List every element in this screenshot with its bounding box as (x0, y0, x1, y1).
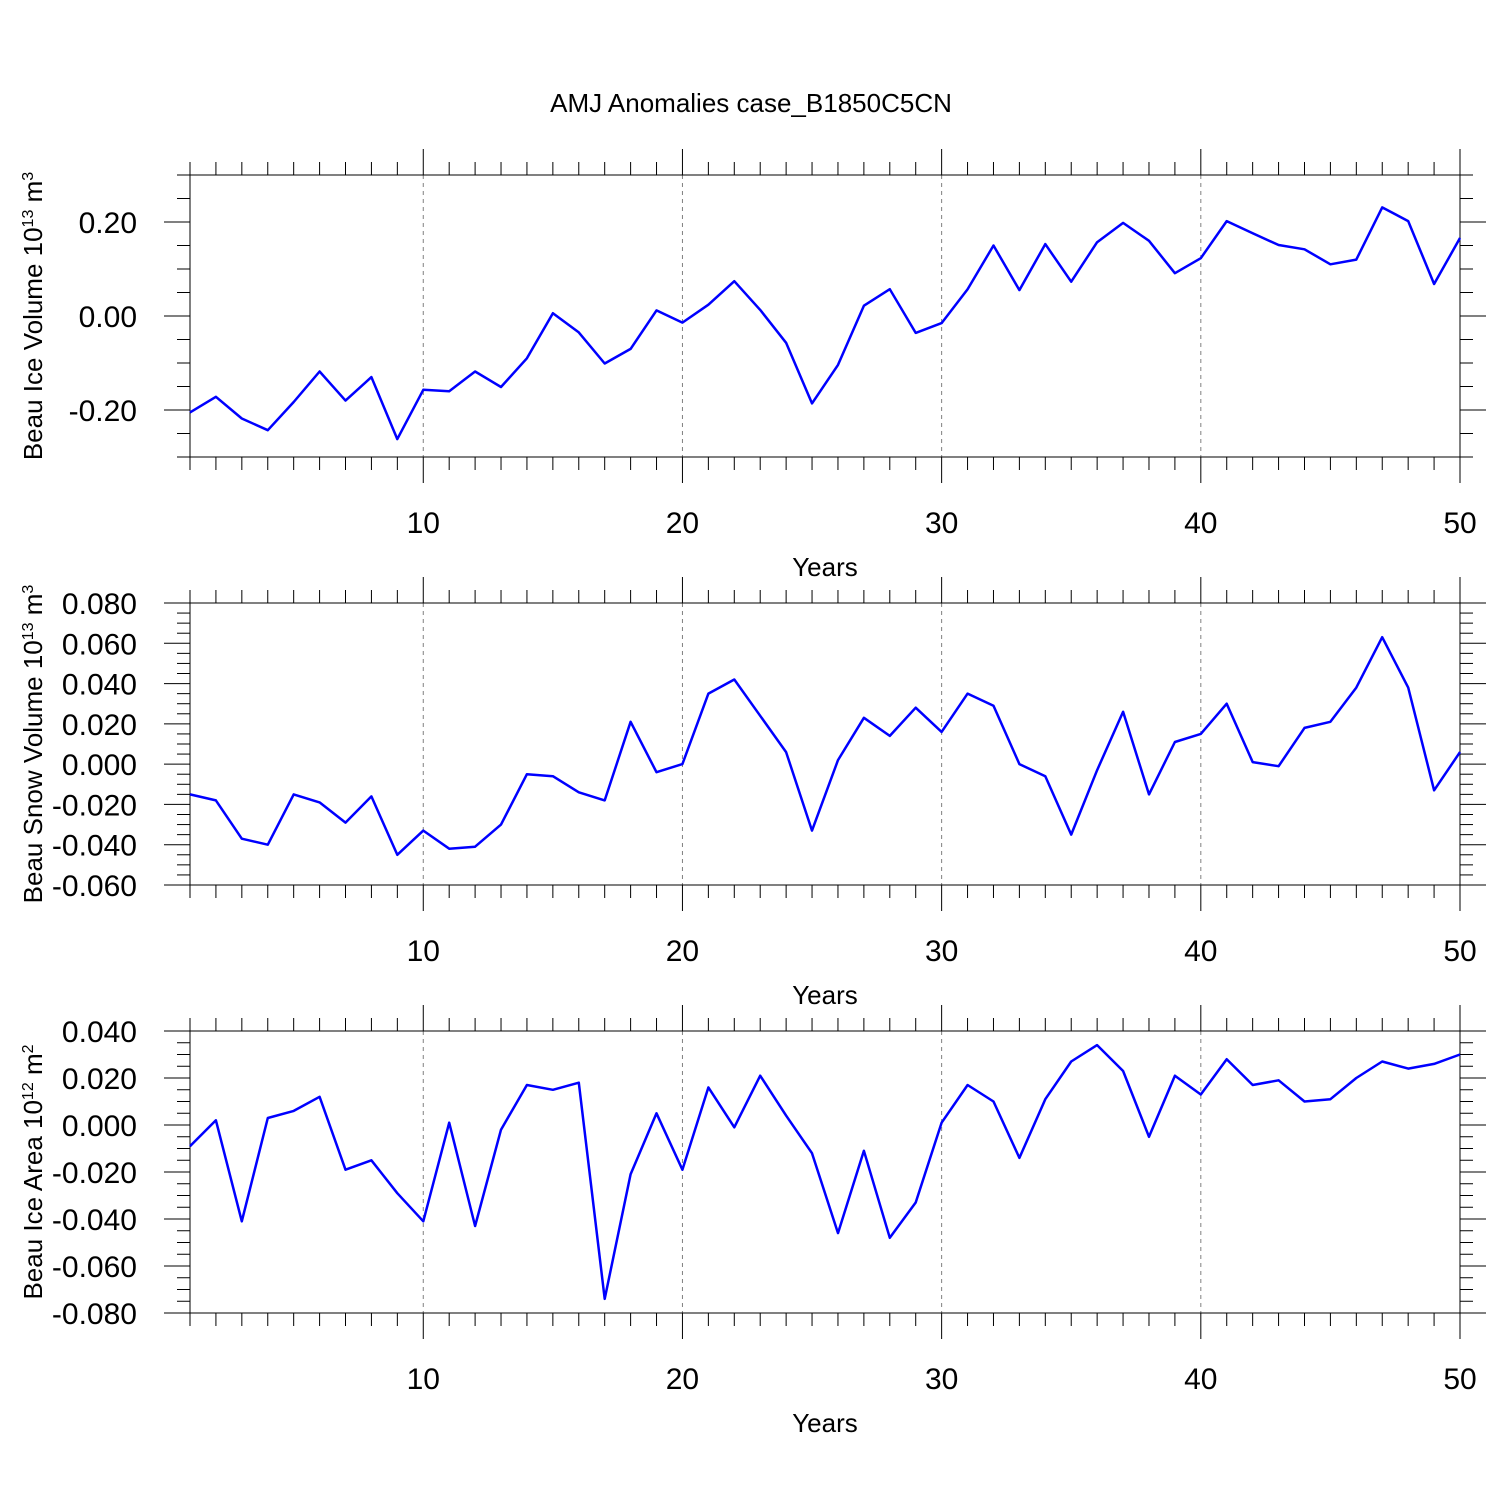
y-tick-label: -0.20 (69, 395, 137, 428)
y-axis-title-part: m (18, 1053, 48, 1082)
x-tick-label: 40 (1184, 935, 1217, 968)
y-axis-title-exponent: 12 (20, 1082, 37, 1100)
x-tick-label: 10 (407, 1363, 440, 1396)
x-tick-label: 40 (1184, 507, 1217, 540)
y-axis-title-part: m (18, 594, 48, 623)
y-tick-label: 0.20 (79, 207, 137, 240)
y-tick-label: 0.040 (62, 669, 137, 702)
x-axis-title: Years (792, 552, 858, 582)
y-tick-label: -0.040 (52, 1204, 137, 1237)
panel-2: 10 20 30 40 50 -0.060 -0.040 -0.020 0.000 0.020 0.… (18, 577, 1486, 1010)
x-tick-label: 50 (1443, 507, 1476, 540)
x-tick-label: 30 (925, 507, 958, 540)
chart-title: AMJ Anomalies case_B1850C5CN (550, 88, 952, 118)
y-axis-title-exponent: 3 (20, 172, 37, 181)
y-axis-title-part: Beau Ice Area 10 (18, 1100, 48, 1299)
panel-3: 10 20 30 40 50 -0.080 -0.060 -0.040 -0.020 0.000 0… (18, 1005, 1486, 1438)
y-axis-title: Beau Snow Volume 1013 m3 (18, 585, 48, 904)
y-axis-title-part: Beau Snow Volume 10 (18, 640, 48, 903)
x-tick-label: 30 (925, 935, 958, 968)
x-tick-label: 20 (666, 1363, 699, 1396)
y-tick-label: -0.060 (52, 870, 137, 903)
y-tick-label: -0.060 (52, 1251, 137, 1284)
y-axis-title: Beau Ice Volume 1013 m3 (18, 172, 48, 460)
y-tick-label: -0.040 (52, 830, 137, 863)
y-axis-title-exponent: 2 (20, 1044, 37, 1053)
series-line (189, 635, 1462, 857)
x-tick-label: 40 (1184, 1363, 1217, 1396)
series-line (189, 206, 1462, 441)
y-tick-label: -0.020 (52, 789, 137, 822)
y-tick-label: 0.000 (62, 749, 137, 782)
y-tick-label: 0.060 (62, 628, 137, 661)
x-tick-label: 10 (407, 507, 440, 540)
y-axis-title-part: m (18, 181, 48, 210)
x-tick-label: 20 (666, 935, 699, 968)
x-axis-title: Years (792, 1408, 858, 1438)
panels: 10 20 30 40 50 -0.20 0.00 0.20 Years Beau Ice Vol… (18, 149, 1486, 1438)
y-tick-label: 0.000 (62, 1110, 137, 1143)
plot-frame (189, 174, 1461, 458)
panel-1: 10 20 30 40 50 -0.20 0.00 0.20 Years Beau Ice Vol… (18, 149, 1486, 582)
y-axis-title-part: Beau Ice Volume 10 (18, 227, 48, 460)
y-tick-label: 0.00 (79, 301, 137, 334)
y-tick-label: 0.040 (62, 1016, 137, 1049)
series-line (189, 1043, 1461, 1301)
x-tick-label: 50 (1443, 935, 1476, 968)
x-tick-label: 30 (925, 1363, 958, 1396)
y-tick-label: 0.020 (62, 709, 137, 742)
y-axis-title-exponent: 13 (20, 210, 37, 228)
y-tick-label: 0.020 (62, 1063, 137, 1096)
x-tick-label: 10 (407, 935, 440, 968)
y-tick-label: 0.080 (62, 588, 137, 621)
x-tick-label: 20 (666, 507, 699, 540)
x-tick-label: 50 (1443, 1363, 1476, 1396)
y-axis-title-exponent: 13 (20, 622, 37, 640)
y-axis-title: Beau Ice Area 1012 m2 (18, 1044, 48, 1299)
y-axis-title-exponent: 3 (20, 585, 37, 594)
y-tick-label: -0.080 (52, 1298, 137, 1331)
y-tick-label: -0.020 (52, 1157, 137, 1190)
plot-frame (189, 602, 1461, 886)
x-axis-title: Years (792, 980, 858, 1010)
